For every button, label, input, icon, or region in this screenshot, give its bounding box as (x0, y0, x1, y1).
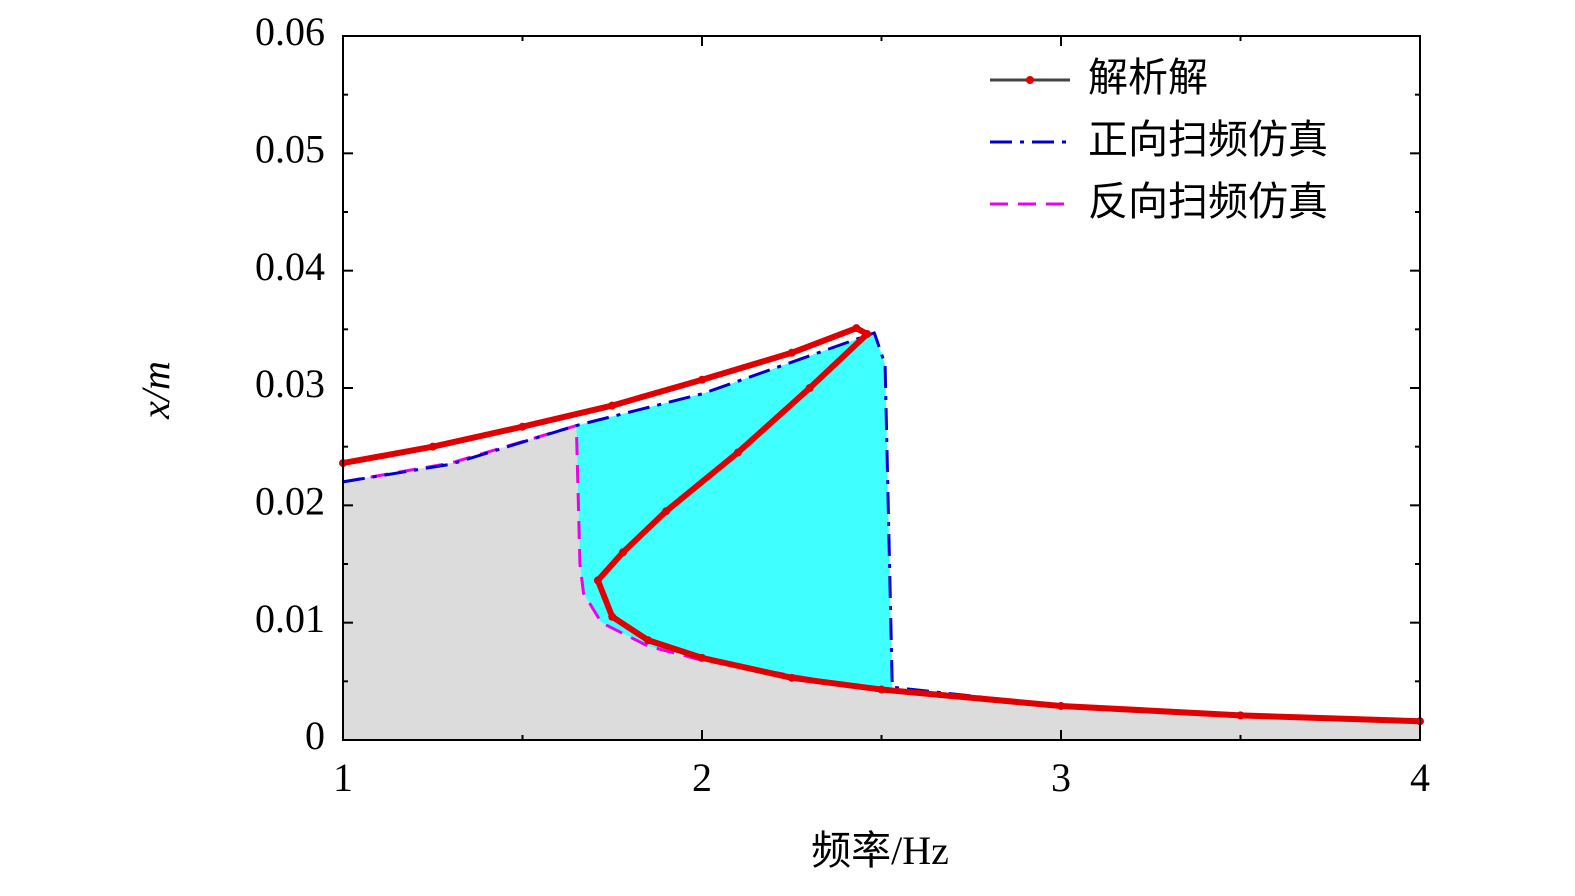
data-point (644, 636, 653, 645)
data-point (733, 448, 742, 457)
y-tick-label: 0 (305, 713, 325, 758)
data-point (662, 507, 671, 516)
data-point (1236, 711, 1245, 720)
y-tick-label: 0.01 (255, 596, 325, 641)
x-tick-label: 4 (1410, 755, 1430, 800)
legend-label: 解析解 (1088, 55, 1208, 100)
area-fill (576, 332, 893, 691)
y-tick-label: 0.03 (255, 361, 325, 406)
y-tick-label: 0.02 (255, 479, 325, 524)
legend-label: 正向扫频仿真 (1088, 117, 1328, 162)
area-fill (343, 425, 1420, 740)
y-tick-label: 0.06 (255, 9, 325, 54)
data-point (608, 612, 617, 621)
data-point (593, 576, 602, 585)
x-tick-label: 1 (333, 755, 353, 800)
data-point (518, 422, 527, 431)
legend-label: 反向扫频仿真 (1088, 179, 1328, 224)
plot-frame (342, 35, 1421, 741)
x-tick-label: 3 (1051, 755, 1071, 800)
data-point (428, 442, 437, 451)
data-point (698, 375, 706, 384)
data-point (1057, 701, 1065, 710)
y-tick-label: 0.05 (255, 127, 325, 172)
data-point (608, 401, 617, 410)
data-point (787, 348, 796, 357)
y-axis-label: x/m (133, 361, 178, 420)
y-tick-label: 0.04 (255, 244, 325, 289)
data-point (619, 548, 628, 557)
data-point (852, 324, 861, 333)
x-axis-label: 频率/Hz (811, 828, 949, 873)
data-point (877, 685, 886, 694)
legend-marker (1026, 76, 1034, 84)
data-point (805, 384, 814, 392)
data-point (863, 330, 872, 339)
data-point (787, 673, 796, 682)
x-tick-label: 2 (692, 755, 712, 800)
data-point (698, 653, 706, 662)
